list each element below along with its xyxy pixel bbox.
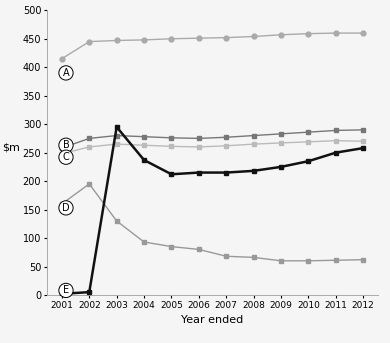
Y-axis label: $m: $m bbox=[3, 143, 20, 153]
Text: A: A bbox=[63, 68, 69, 78]
Text: B: B bbox=[63, 140, 69, 150]
Text: C: C bbox=[63, 152, 69, 162]
Text: D: D bbox=[62, 203, 70, 213]
X-axis label: Year ended: Year ended bbox=[181, 315, 244, 325]
Text: E: E bbox=[63, 285, 69, 295]
